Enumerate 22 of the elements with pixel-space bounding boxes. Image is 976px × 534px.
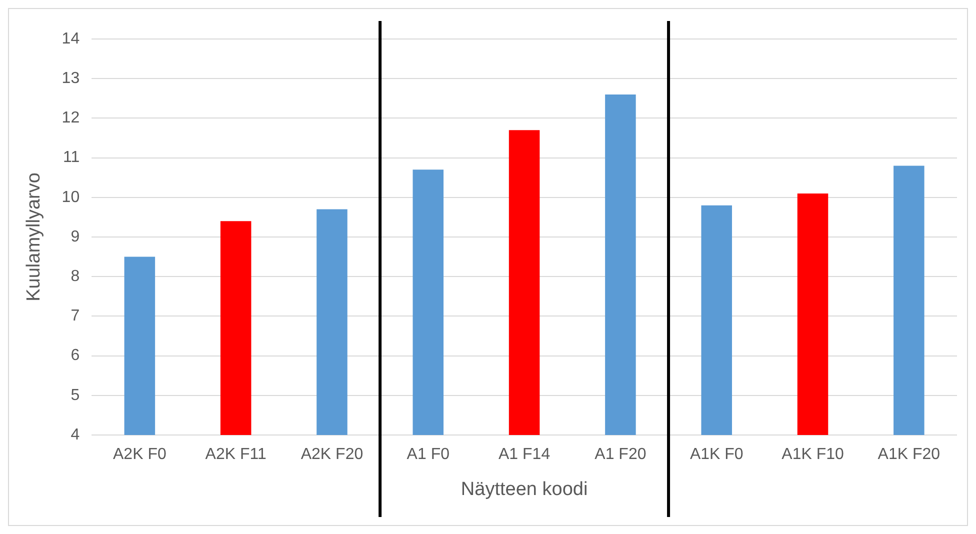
x-tick-label: A2K F20: [300, 446, 364, 464]
x-tick-label: A1 F20: [594, 446, 646, 464]
y-tick-label: 8: [70, 268, 80, 286]
y-tick-label: 4: [70, 426, 80, 444]
x-tick-label: A1 F14: [498, 446, 550, 464]
y-tick-label: 10: [62, 188, 80, 206]
y-tick-label: 7: [70, 308, 80, 325]
x-tick-label: A1K F20: [878, 446, 940, 464]
y-tick-label: 5: [70, 386, 80, 404]
y-tick-label: 12: [62, 110, 80, 127]
y-tick-label: 6: [70, 347, 80, 364]
y-axis-title: Kuulamyllyarvo: [24, 172, 45, 302]
x-tick-label: A1 F0: [406, 446, 450, 464]
x-tick-label: A2K F11: [205, 446, 266, 464]
x-tick-label: A1K F0: [690, 446, 744, 464]
y-tick-label: 9: [70, 228, 80, 246]
y-tick-label: 11: [62, 149, 80, 166]
x-tick-label: A2K F0: [112, 446, 166, 464]
x-tick-label: A1K F10: [782, 446, 844, 464]
y-tick-label: 14: [62, 30, 80, 48]
x-axis-title: Näytteen koodi: [460, 478, 588, 500]
y-tick-label: 13: [62, 70, 80, 88]
